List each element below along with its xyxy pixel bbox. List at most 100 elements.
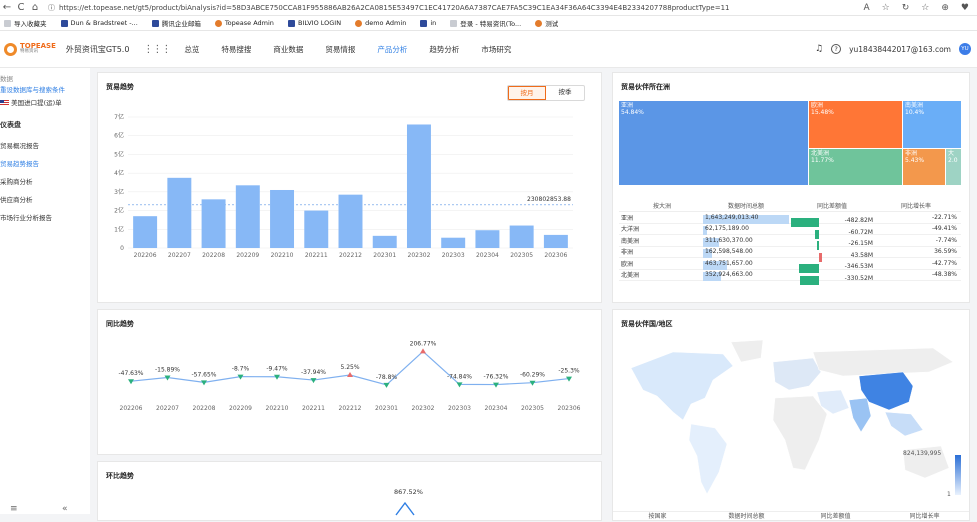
sidebar-item-trend-report[interactable]: 贸易趋势报告 [0,160,39,168]
col-yoy-diff[interactable]: 同比差额值 [816,203,847,210]
continent-table: 按大洲 数据时间总额 同比差额值 同比增长率 亚洲 1,643,249,013.… [619,200,961,285]
menu-search[interactable]: 特易搜搜 [221,44,252,54]
continent-name: 非洲 [621,249,634,257]
back-icon[interactable]: ← [2,2,12,13]
down-marker-icon [274,374,280,380]
bar [167,177,192,248]
continent-name: 亚洲 [621,214,634,222]
table-row[interactable]: 非洲 162,598,548.00 43.58M 36.59% [619,247,961,262]
total-cell: 162,598,548.00 [703,248,789,259]
col-yoy-rate[interactable]: 同比增长率 [900,203,931,210]
treemap-africa[interactable]: 非洲 5.43% [903,149,945,185]
bookmark-import[interactable]: 导入收藏夹 [4,18,47,28]
user-email[interactable]: yu18438442017@163.com [849,44,951,54]
bookmark-tencent-mail[interactable]: 腾讯企业邮箱 [151,18,201,28]
treemap-north-america[interactable]: 北美洲 11.77% [809,149,902,185]
bookmark-topease-admin[interactable]: Topease Admin [214,19,274,27]
home-icon[interactable]: ⌂ [31,2,39,13]
menu-overview[interactable]: 总览 [184,44,200,54]
y-tick-label: 2亿 [114,207,124,215]
logo-text: TOPEASE [20,42,56,51]
menu-trend-analysis[interactable]: 趋势分析 [429,44,460,54]
period-toggle: 按月 按季 [507,85,585,101]
refresh-icon[interactable]: C [17,2,25,13]
bookmark-bilvio[interactable]: BILVIO LOGIN [287,19,341,27]
menu-product-analysis[interactable]: 产品分析 [377,44,408,54]
table-row[interactable]: 亚洲 1,643,249,013.40 -482.82M -22.71% [619,212,961,228]
treemap-asia[interactable]: 亚洲 54.84% [619,101,808,185]
reset-conditions-link[interactable]: 重设数据库与搜索条件 [0,86,65,94]
col-total[interactable]: 数据时间总额 [727,203,764,210]
table-row[interactable]: 欧洲 463,751,657.00 -346.53M -42.77% [619,258,961,274]
sidebar-item-overview-report[interactable]: 贸易概况报告 [0,142,39,150]
sidebar-item-buyer-analysis[interactable]: 采购商分析 [0,178,33,186]
collapse-icon[interactable]: « [62,504,68,514]
map-legend-gradient [955,455,961,495]
col-country-total[interactable]: 数据时间总额 [728,513,765,520]
x-tick-label: 202207 [168,252,191,259]
col-country[interactable]: 按国家 [648,513,667,520]
table-row[interactable]: 南美洲 311,630,370.00 -26.15M -7.74% [619,235,961,251]
menu-trade-intel[interactable]: 贸易情报 [325,44,356,54]
bookmark-dnb[interactable]: Dun & Bradstreet -... [60,19,138,27]
total-cell: 352,924,663.00 [703,271,789,282]
bookmark-linkedin[interactable]: in [420,19,436,27]
help-icon[interactable]: ? [831,44,842,54]
menu-icon[interactable]: ≡ [10,504,18,514]
bookmark-demo-admin[interactable]: demo Admin [355,19,406,27]
sidebar-item-supplier-analysis[interactable]: 供应商分析 [0,196,33,204]
bookmark-test[interactable]: 测试 [535,18,558,28]
favorites-list-icon[interactable]: ☆ [921,2,930,13]
legend-max: 824,139,995 [903,450,942,457]
table-row[interactable]: 大洋洲 62,175,189.00 -60.72M -49.41% [619,224,961,239]
bar [304,210,329,248]
apps-grid-icon[interactable]: ⋮⋮⋮ [143,43,171,55]
info-icon[interactable]: ⓘ [48,3,55,12]
database-selector[interactable]: 美国进口提(运)单 [0,97,62,107]
menu-business-data[interactable]: 商业数据 [273,44,304,54]
data-label: -60.29% [520,372,545,379]
col-continent[interactable]: 按大洲 [652,203,671,210]
x-tick-label: 202211 [302,405,325,412]
map-russia [812,347,954,377]
x-tick-label: 202206 [134,252,157,259]
treemap-south-america[interactable]: 南美洲 10.4% [903,101,961,148]
bell-icon[interactable]: ♫ [815,44,824,54]
monthly-tab[interactable]: 按月 [508,86,546,100]
treemap-europe[interactable]: 欧洲 15.48% [809,101,902,148]
bookmarks-bar: 导入收藏夹 Dun & Bradstreet -... 腾讯企业邮箱 Topea… [0,16,977,31]
favorite-icon[interactable]: ☆ [881,2,890,13]
sync-icon[interactable]: ↻ [901,2,910,13]
y-tick-label: 0 [120,245,124,252]
down-marker-icon [164,375,171,381]
total-cell: 311,630,370.00 [703,237,789,247]
read-aloud-icon[interactable]: A [863,2,870,13]
profile-icon[interactable]: ♥ [960,2,969,13]
x-tick-label: 202304 [485,405,508,412]
menu-market-research[interactable]: 市场研究 [481,44,512,54]
map-india [848,397,872,433]
address-bar[interactable]: ⓘ https://et.topease.net/gt5/product/biA… [48,1,808,14]
quarterly-tab[interactable]: 按季 [558,88,572,96]
sidebar-item-industry-report[interactable]: 市场行业分析报告 [0,214,52,222]
trade-trend-bar-chart: 0 1亿 2亿 3亿 4亿 5亿 6亿 7亿 230802853.88 202206 202207 2… [114,113,573,259]
x-tick-label: 202211 [305,252,328,259]
avatar[interactable]: YU [959,43,971,55]
share-bar [703,249,712,259]
col-country-diff[interactable]: 同比差额值 [820,513,851,520]
x-tick-label: 202301 [375,405,398,412]
bookmark-topease-login[interactable]: 登录 - 特易资讯(To... [450,18,521,28]
col-country-rate[interactable]: 同比增长率 [909,513,940,520]
world-map[interactable] [613,332,969,504]
topease-logo[interactable]: TOPEASE 特易资讯 [4,42,56,56]
mail-icon [151,19,159,27]
share-bar [703,272,722,282]
mom-line [395,501,415,516]
table-row[interactable]: 北美洲 352,924,663.00 -330.52M -48.38% [619,270,961,285]
data-label: -37.94% [301,369,326,376]
sidebar-data-label: 数据 [0,75,13,83]
x-tick-label: 202209 [229,405,252,412]
extension-icon[interactable]: ⊕ [941,2,949,13]
map-australia [902,445,950,479]
treemap-oceania[interactable]: 大 2.0 [946,149,961,185]
